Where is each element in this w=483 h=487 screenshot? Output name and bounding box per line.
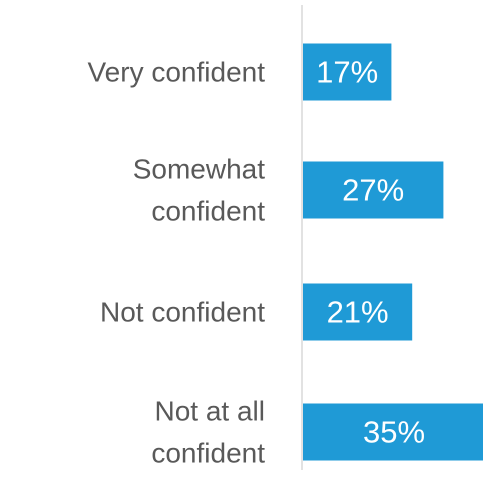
- category-label-very-confident: Very confident: [88, 57, 266, 88]
- data-label-somewhat-confident: 27%: [342, 173, 404, 208]
- bars-layer: 17% 27% 21% 35%: [303, 43, 483, 461]
- category-labels-layer: Very confident Somewhat confident Not confi…: [88, 57, 266, 469]
- bar-very-confident: [303, 43, 392, 101]
- data-label-very-confident: 17%: [316, 55, 378, 90]
- data-label-not-confident: 21%: [327, 295, 389, 330]
- bar-not-at-all-confident: [303, 403, 483, 461]
- category-label-somewhat-confident: Somewhat confident: [133, 154, 266, 227]
- bar-not-confident: [303, 283, 413, 341]
- category-label-not-at-all-confident: Not at all confident: [151, 396, 265, 469]
- data-label-not-at-all-confident: 35%: [363, 415, 425, 450]
- bar-somewhat-confident: [303, 161, 444, 219]
- category-label-not-confident: Not confident: [100, 297, 265, 328]
